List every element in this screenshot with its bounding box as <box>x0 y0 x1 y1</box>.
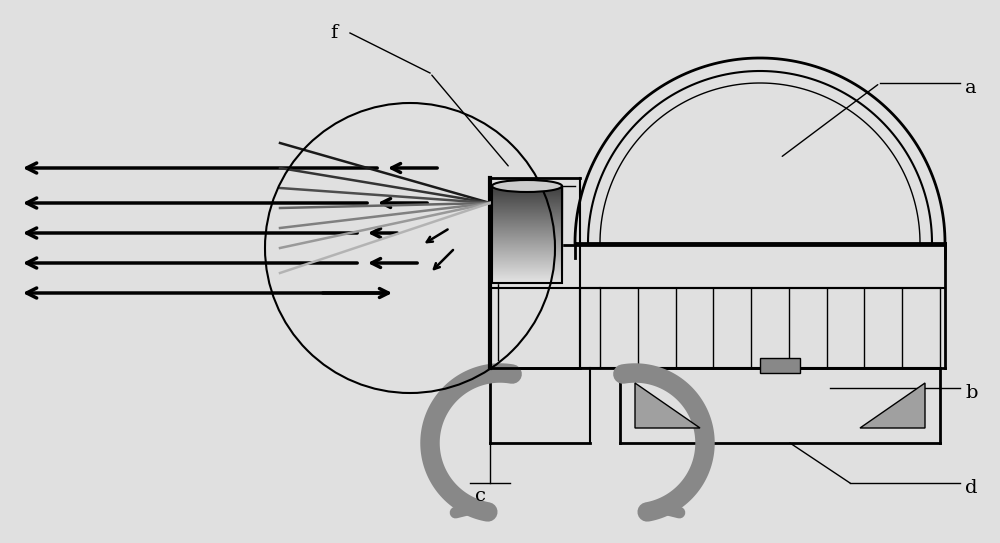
Text: a: a <box>965 79 977 97</box>
Polygon shape <box>860 383 925 428</box>
Ellipse shape <box>492 180 562 192</box>
Text: d: d <box>965 479 977 497</box>
Polygon shape <box>760 358 800 373</box>
Text: f: f <box>330 24 337 42</box>
Text: c: c <box>475 487 486 505</box>
Polygon shape <box>635 383 700 428</box>
Text: b: b <box>965 384 977 402</box>
